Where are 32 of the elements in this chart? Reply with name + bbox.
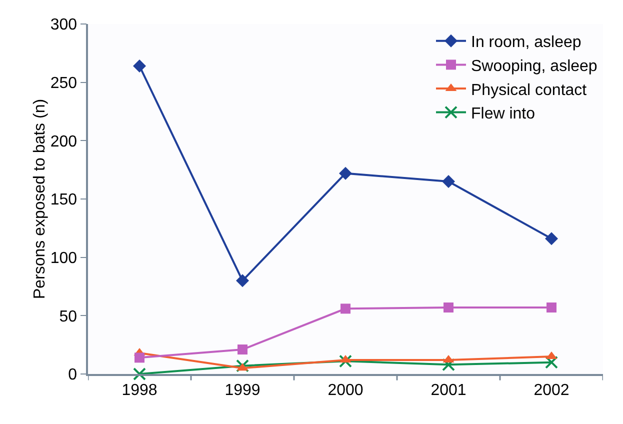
legend-label: Swooping, asleep xyxy=(471,58,598,75)
x-tick-label: 2001 xyxy=(430,382,466,399)
y-tick-label: 300 xyxy=(50,16,78,34)
point xyxy=(340,304,350,314)
point xyxy=(546,302,556,312)
point xyxy=(339,354,352,368)
point xyxy=(238,344,248,354)
y-tick-label: 0 xyxy=(68,366,78,384)
point xyxy=(236,359,249,372)
y-tick-label: 100 xyxy=(50,250,78,267)
y-tick-label: 50 xyxy=(59,308,78,326)
y-axis-title: Persons exposed to bats (n) xyxy=(31,98,48,300)
point xyxy=(133,60,146,72)
point xyxy=(442,175,455,188)
point xyxy=(133,368,146,380)
y-tick-label: 250 xyxy=(50,74,78,92)
x-tick-label: 2002 xyxy=(534,382,570,399)
x-tick-label: 1998 xyxy=(122,382,158,399)
y-tick-label: 150 xyxy=(50,192,78,209)
x-tick-label: 1999 xyxy=(224,382,260,399)
point xyxy=(236,274,249,288)
point xyxy=(545,356,558,369)
legend-label: Flew into xyxy=(471,106,536,123)
legend-label: In room, asleep xyxy=(471,34,582,52)
point xyxy=(339,166,352,180)
y-tick-label: 200 xyxy=(50,133,78,150)
point xyxy=(444,302,454,312)
legend-label: Physical contact xyxy=(471,82,588,99)
point xyxy=(134,352,144,363)
point xyxy=(545,232,558,246)
point xyxy=(442,358,455,372)
x-tick-label: 2000 xyxy=(328,382,364,399)
